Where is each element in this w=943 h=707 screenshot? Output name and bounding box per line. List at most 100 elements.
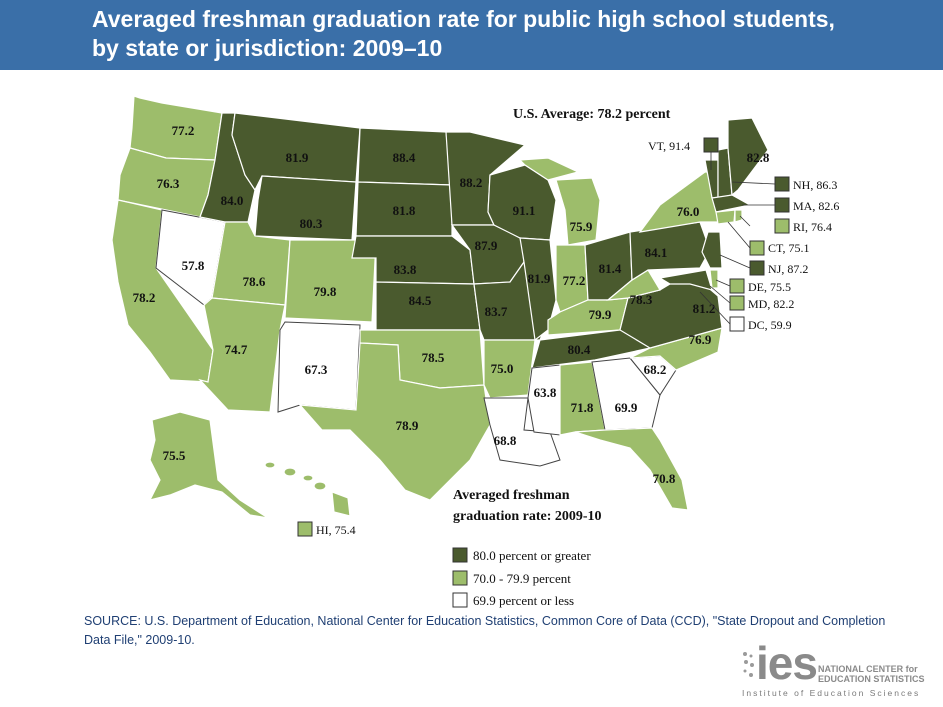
swatch-ct [749, 240, 765, 256]
label-ut: 78.6 [243, 274, 266, 289]
swatch-ri [774, 218, 790, 234]
legend-label-high: 80.0 percent or greater [473, 548, 591, 563]
callout-ct: CT, 75.1 [768, 241, 809, 255]
us-average: U.S. Average: 78.2 percent [513, 107, 671, 122]
label-nc: 76.9 [689, 332, 712, 347]
label-wv: 78.3 [630, 292, 653, 307]
callout-hi: HI, 75.4 [316, 523, 356, 537]
label-id: 84.0 [221, 193, 244, 208]
label-mo: 83.7 [485, 304, 508, 319]
swatch-de [729, 278, 745, 294]
state-ms [527, 364, 561, 436]
logo-ies: ies [756, 637, 818, 689]
state-ct [715, 209, 736, 225]
callout-de: DE, 75.5 [748, 280, 791, 294]
state-az [198, 297, 286, 413]
label-ca: 78.2 [133, 290, 156, 305]
label-nv: 57.8 [182, 258, 205, 273]
callout-md: MD, 82.2 [748, 297, 794, 311]
label-ms: 63.8 [534, 385, 557, 400]
state-de [709, 269, 719, 289]
swatch-nh [774, 176, 790, 192]
swatch-vt [703, 137, 719, 153]
state-ny [638, 171, 721, 233]
callout-vt: VT, 91.4 [648, 139, 690, 153]
label-me: 82.8 [747, 150, 770, 165]
label-mt: 81.9 [286, 150, 309, 165]
label-ne: 83.8 [394, 262, 417, 277]
label-ak: 75.5 [163, 448, 186, 463]
title-banner: Averaged freshman graduation rate for pu… [0, 0, 943, 70]
label-nm: 67.3 [305, 362, 328, 377]
label-ok: 78.5 [422, 350, 445, 365]
label-or: 76.3 [157, 176, 180, 191]
source-note: SOURCE: U.S. Department of Education, Na… [84, 614, 886, 647]
label-ks: 84.5 [409, 293, 432, 308]
label-oh: 81.4 [599, 261, 622, 276]
state-mi-up [518, 157, 580, 181]
label-nd: 88.4 [393, 150, 416, 165]
state-fl [574, 427, 689, 511]
swatch-hi [297, 521, 313, 537]
state-ar [483, 339, 536, 399]
label-wa: 77.2 [172, 123, 195, 138]
label-il: 81.9 [528, 271, 551, 286]
legend: Averaged freshman graduation rate: 2009-… [452, 488, 602, 608]
legend-swatch-low [452, 592, 468, 608]
state-me [727, 117, 769, 197]
state-la [483, 397, 561, 467]
logo-dots-icon [743, 652, 754, 677]
label-wy: 80.3 [300, 216, 323, 231]
callout-dc: DC, 59.9 [748, 318, 792, 332]
label-la: 68.8 [494, 433, 517, 448]
logo-subtitle: Institute of Education Sciences [742, 688, 921, 698]
state-nj [701, 231, 723, 269]
label-al: 71.8 [571, 400, 594, 415]
state-ma [711, 194, 752, 213]
swatch-md [729, 295, 745, 311]
state-ga [591, 357, 661, 431]
legend-title-2: graduation rate: 2009-10 [453, 509, 602, 524]
callout-ri: RI, 76.4 [793, 220, 832, 234]
state-co [284, 239, 377, 323]
label-va: 81.2 [693, 301, 716, 316]
label-mn: 88.2 [460, 175, 483, 190]
state-tx [298, 342, 491, 501]
label-ga: 69.9 [615, 400, 638, 415]
us-map: .d { fill:#4a5a2e; stroke:#ffffff; strok… [111, 95, 839, 608]
legend-swatch-mid [452, 570, 468, 586]
label-sc: 68.2 [644, 362, 667, 377]
label-ky: 79.9 [589, 307, 612, 322]
label-tx: 78.9 [396, 418, 419, 433]
label-ar: 75.0 [491, 361, 514, 376]
state-wy [254, 175, 357, 241]
swatch-ma [774, 197, 790, 213]
label-pa: 84.1 [645, 245, 668, 260]
state-md [658, 269, 713, 291]
logo-line-2: EDUCATION STATISTICS [818, 674, 925, 684]
state-ak [148, 411, 269, 519]
state-hi [264, 461, 351, 517]
state-wv [606, 269, 661, 301]
legend-swatch-high [452, 547, 468, 563]
label-ny: 76.0 [677, 204, 700, 219]
title-line-2: by state or jurisdiction: 2009–10 [92, 35, 443, 61]
label-in: 77.2 [563, 273, 586, 288]
callout-ma: MA, 82.6 [793, 199, 839, 213]
legend-label-mid: 70.0 - 79.9 percent [473, 571, 571, 586]
label-tn: 80.4 [568, 342, 591, 357]
label-wi: 91.1 [513, 203, 536, 218]
swatch-dc [729, 316, 745, 332]
nces-logo: ies NATIONAL CENTER for EDUCATION STATIS… [742, 636, 932, 702]
label-co: 79.8 [314, 284, 337, 299]
label-fl: 70.8 [653, 471, 676, 486]
callout-nj: NJ, 87.2 [768, 262, 808, 276]
legend-label-low: 69.9 percent or less [473, 593, 574, 608]
label-az: 74.7 [225, 342, 248, 357]
label-ia: 87.9 [475, 238, 498, 253]
state-va [619, 271, 723, 349]
swatch-nj [749, 260, 765, 276]
state-mi [555, 177, 601, 246]
callout-nh: NH, 86.3 [793, 178, 837, 192]
logo-line-1: NATIONAL CENTER for [818, 664, 918, 674]
